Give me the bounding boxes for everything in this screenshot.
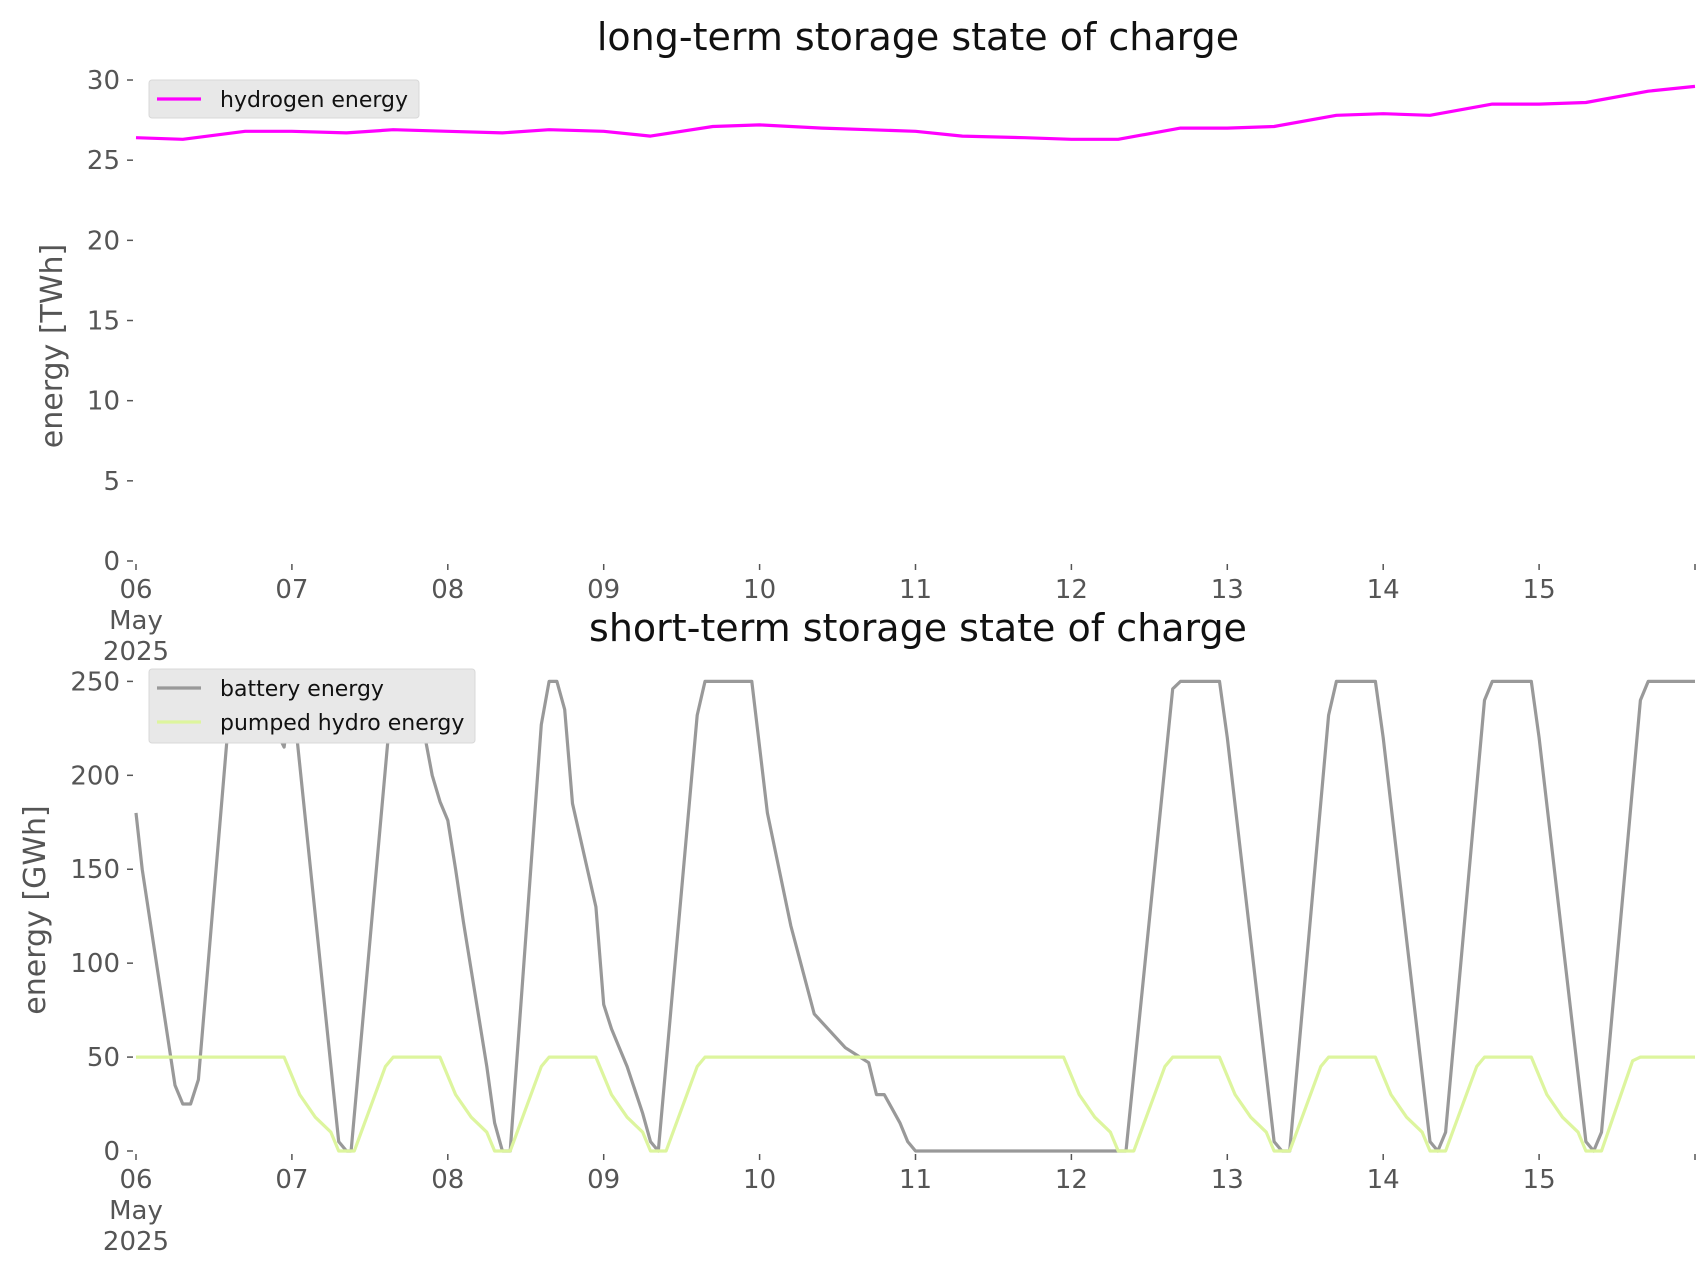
x-tick-label: 08 xyxy=(431,575,464,605)
y-ticks: 0 5 10 15 20 25 30 xyxy=(87,66,133,577)
x-ticks: 06 May 2025 07 08 09 10 11 12 13 14 15 xyxy=(103,564,1696,667)
y-axis-label: energy [GWh] xyxy=(18,805,53,1014)
y-tick-label: 100 xyxy=(70,949,120,979)
legend-label: hydrogen energy xyxy=(220,88,408,113)
x-ticks: 06 May 2025 07 08 09 10 11 12 13 14 15 xyxy=(103,1154,1696,1257)
y-tick-label: 15 xyxy=(87,307,120,337)
y-tick-label: 25 xyxy=(87,146,120,176)
y-tick-label: 10 xyxy=(87,387,120,417)
y-tick-label: 0 xyxy=(103,1137,120,1167)
short-term-storage-panel: short-term storage state of charge energ… xyxy=(18,606,1696,1257)
x-tick-label: 11 xyxy=(899,1165,932,1195)
x-tick-label: 09 xyxy=(587,575,620,605)
x-tick-label: 11 xyxy=(899,575,932,605)
x-tick-label: 07 xyxy=(275,1165,308,1195)
series-lines xyxy=(135,84,1696,141)
y-tick-label: 200 xyxy=(70,761,120,791)
y-tick-label: 20 xyxy=(87,226,120,256)
x-tick-label: 10 xyxy=(743,575,776,605)
x-tick-label: 13 xyxy=(1211,1165,1244,1195)
x-tick-label: 13 xyxy=(1211,575,1244,605)
long-term-storage-panel: long-term storage state of charge energy… xyxy=(35,15,1696,667)
x-tick-label: 06 May 2025 xyxy=(103,1165,169,1257)
x-tick-label: 09 xyxy=(587,1165,620,1195)
x-tick-label: 10 xyxy=(743,1165,776,1195)
y-tick-label: 250 xyxy=(70,667,120,697)
x-tick-label: 06 May 2025 xyxy=(103,575,169,667)
chart-title: short-term storage state of charge xyxy=(589,606,1247,650)
x-tick-label: 12 xyxy=(1055,575,1088,605)
legend[interactable]: battery energy pumped hydro energy xyxy=(148,668,476,744)
legend[interactable]: hydrogen energy xyxy=(148,79,420,119)
x-tick-label: 07 xyxy=(275,575,308,605)
y-tick-label: 0 xyxy=(103,547,120,577)
x-tick-label: 08 xyxy=(431,1165,464,1195)
y-tick-label: 150 xyxy=(70,855,120,885)
y-tick-label: 5 xyxy=(103,467,120,497)
legend-label: battery energy xyxy=(220,677,384,702)
x-tick-label: 15 xyxy=(1523,575,1556,605)
y-axis-label: energy [TWh] xyxy=(35,244,70,448)
y-tick-label: 30 xyxy=(87,66,120,96)
legend-label: pumped hydro energy xyxy=(220,711,464,736)
y-ticks: 0 50 100 150 200 250 xyxy=(70,667,133,1167)
x-tick-label: 14 xyxy=(1367,575,1400,605)
x-tick-label: 12 xyxy=(1055,1165,1088,1195)
y-tick-label: 50 xyxy=(87,1043,120,1073)
x-tick-label: 15 xyxy=(1523,1165,1556,1195)
series-line-pumped-hydro-energy xyxy=(136,1055,1695,1153)
x-tick-label: 14 xyxy=(1367,1165,1400,1195)
legend-box xyxy=(148,79,420,119)
chart-title: long-term storage state of charge xyxy=(597,15,1239,59)
legend-box xyxy=(148,668,476,744)
series-line-hydrogen-energy xyxy=(135,84,1696,141)
